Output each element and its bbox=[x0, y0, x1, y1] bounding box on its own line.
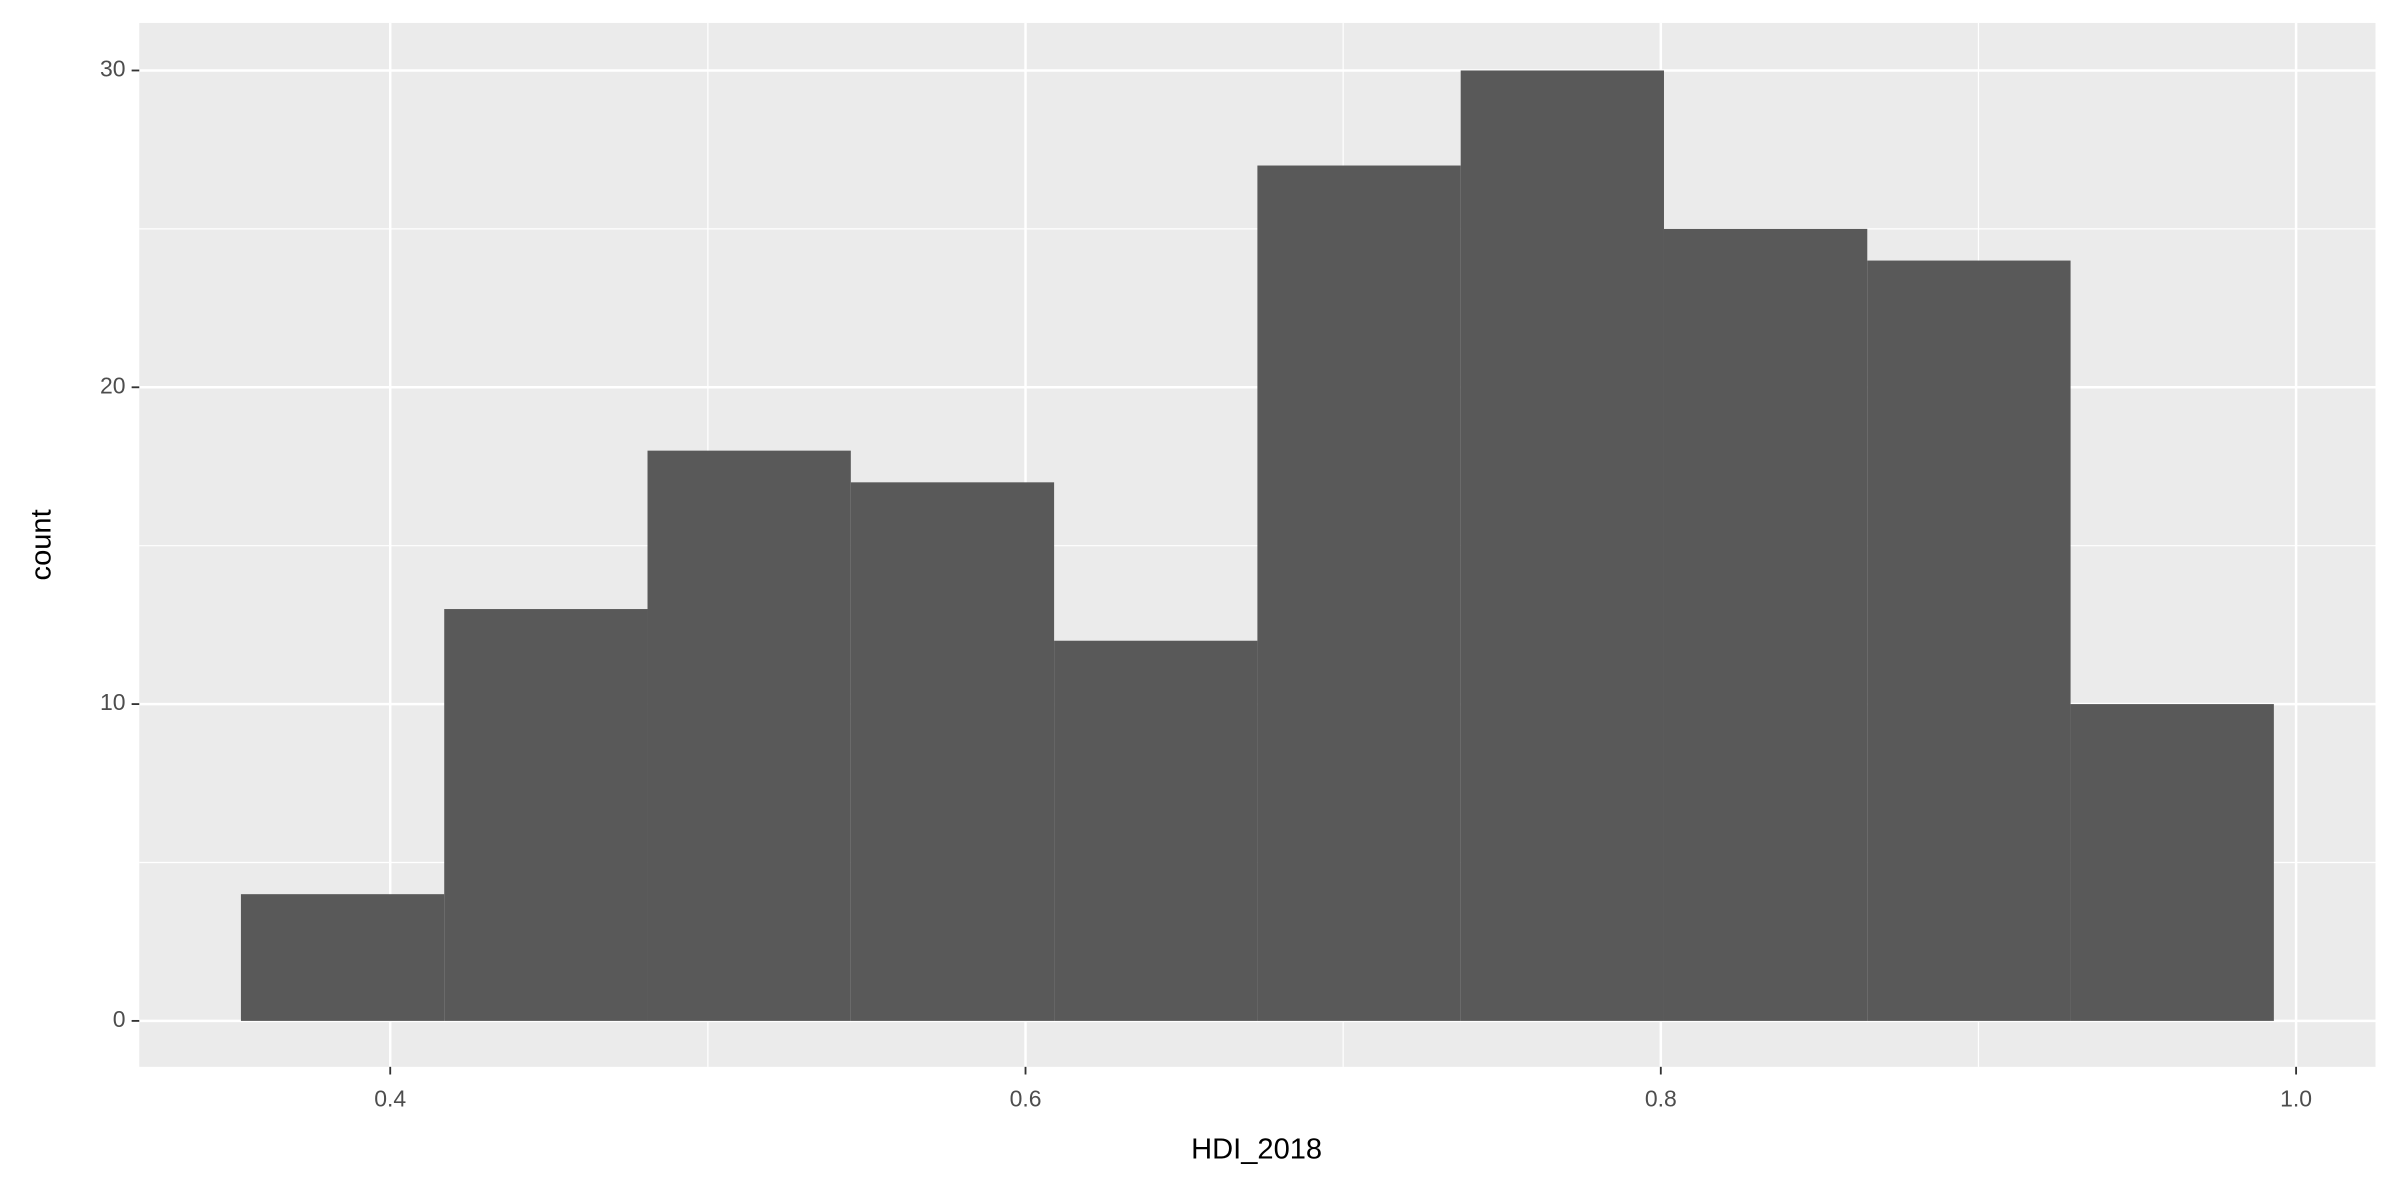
bar bbox=[1867, 260, 2071, 1021]
x-axis-title: HDI_2018 bbox=[1191, 1134, 1322, 1166]
x-tick-label: 0.8 bbox=[1645, 1086, 1677, 1112]
bar bbox=[1054, 640, 1258, 1021]
x-tick-label: 1.0 bbox=[2280, 1086, 2312, 1112]
x-tick-label: 0.6 bbox=[1010, 1086, 1042, 1112]
bar bbox=[1460, 70, 1664, 1021]
y-tick-label: 0 bbox=[113, 1006, 126, 1032]
bar bbox=[850, 482, 1055, 1021]
bar bbox=[1257, 165, 1461, 1021]
y-tick-label: 30 bbox=[100, 56, 126, 82]
bar bbox=[2070, 704, 2274, 1021]
bar bbox=[1663, 228, 1868, 1021]
bar bbox=[647, 450, 851, 1021]
bar bbox=[240, 894, 445, 1021]
bar bbox=[444, 609, 648, 1021]
y-tick-label: 20 bbox=[100, 372, 126, 398]
y-axis-title: count bbox=[26, 509, 58, 580]
x-tick-label: 0.4 bbox=[374, 1086, 406, 1112]
y-tick-label: 10 bbox=[100, 689, 126, 715]
